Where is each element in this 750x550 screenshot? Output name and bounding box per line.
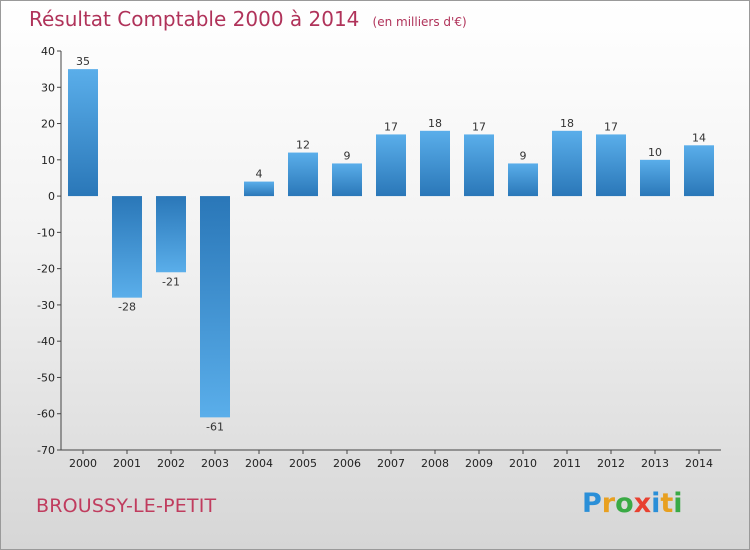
y-tick-label: 30 [41,81,55,94]
bar-2002 [156,196,186,273]
y-tick-label: 0 [48,190,55,203]
bar-2010 [508,163,538,197]
bar-2009 [464,134,494,197]
chart-subtitle: (en milliers d'€) [372,15,467,29]
data-label-2005: 12 [296,139,310,152]
data-label-2003: -61 [206,420,224,433]
x-tick-label-2007: 2007 [377,457,405,470]
data-label-2008: 18 [428,117,442,130]
logo-letter: r [601,488,616,519]
data-label-2010: 9 [520,149,527,162]
x-tick-label-2009: 2009 [465,457,493,470]
x-tick-label-2013: 2013 [641,457,669,470]
bar-2003 [200,196,230,418]
bar-2014 [684,145,714,197]
logo-letter: x [633,488,652,519]
chart-title: Résultat Comptable 2000 à 2014 [29,7,360,31]
x-tick-label-2001: 2001 [113,457,141,470]
bar-2008 [420,130,450,197]
data-label-2011: 18 [560,117,574,130]
y-tick-label: 20 [41,118,55,131]
chart-title-block: Résultat Comptable 2000 à 2014 (en milli… [29,7,467,31]
data-label-2007: 17 [384,120,398,133]
y-tick-label: 10 [41,154,55,167]
logo-letter: i [651,488,661,519]
bar-2006 [332,163,362,197]
proxiti-logo: Proxiti [582,488,683,519]
data-label-2002: -21 [162,275,180,288]
x-tick-label-2011: 2011 [553,457,581,470]
y-tick-label: -20 [37,263,55,276]
y-tick-label: -30 [37,299,55,312]
x-tick-label-2004: 2004 [245,457,273,470]
logo-letter: P [582,488,602,519]
location-name: BROUSSY-LE-PETIT [36,495,217,517]
bar-2005 [288,152,318,197]
logo-letter: t [660,488,674,519]
data-label-2000: 35 [76,55,90,68]
data-label-2001: -28 [118,301,136,314]
bar-2013 [640,159,670,197]
x-tick-label-2010: 2010 [509,457,537,470]
y-tick-label: 40 [41,45,55,58]
y-tick-label: -10 [37,226,55,239]
bar-2004 [244,181,274,197]
bar-2012 [596,134,626,197]
logo-letter: o [615,488,634,519]
bar-2007 [376,134,406,197]
x-tick-label-2000: 2000 [69,457,97,470]
data-label-2009: 17 [472,120,486,133]
logo-letter: i [673,488,683,519]
data-label-2006: 9 [344,149,351,162]
x-tick-label-2005: 2005 [289,457,317,470]
x-tick-label-2003: 2003 [201,457,229,470]
x-tick-label-2008: 2008 [421,457,449,470]
data-label-2014: 14 [692,131,706,144]
x-tick-label-2006: 2006 [333,457,361,470]
data-label-2004: 4 [256,168,263,181]
bar-2000 [68,69,98,197]
x-tick-label-2012: 2012 [597,457,625,470]
x-tick-label-2002: 2002 [157,457,185,470]
x-tick-label-2014: 2014 [685,457,713,470]
data-label-2012: 17 [604,120,618,133]
bar-2011 [552,130,582,197]
bar-2001 [112,196,142,298]
y-tick-label: -60 [37,408,55,421]
y-tick-label: -40 [37,335,55,348]
y-tick-label: -50 [37,371,55,384]
data-label-2013: 10 [648,146,662,159]
y-tick-label: -70 [37,444,55,457]
